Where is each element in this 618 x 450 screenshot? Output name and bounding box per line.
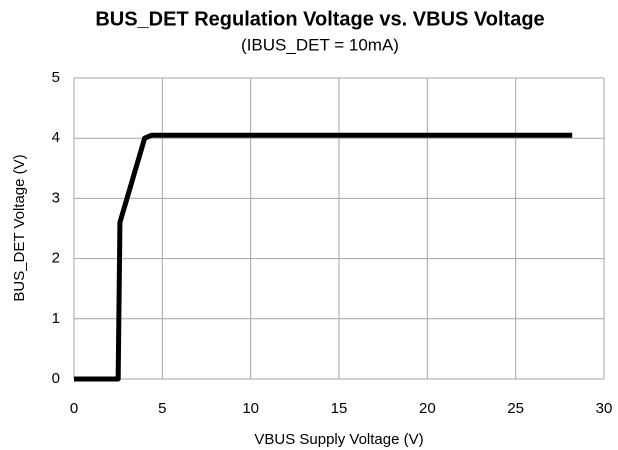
y-tick-label: 3: [52, 189, 60, 206]
x-tick-label: 25: [507, 400, 524, 417]
chart-title: BUS_DET Regulation Voltage vs. VBUS Volt…: [95, 8, 544, 30]
x-tick-label: 0: [70, 400, 78, 417]
x-tick-label: 5: [158, 400, 166, 417]
chart-subtitle: (IBUS_DET = 10mA): [241, 35, 399, 54]
y-tick-label: 2: [52, 250, 60, 267]
x-axis-label: VBUS Supply Voltage (V): [254, 431, 423, 448]
x-tick-label: 10: [242, 400, 259, 417]
y-tick-label: 1: [52, 310, 60, 327]
y-tick-label: 0: [52, 370, 60, 387]
y-axis-label: BUS_DET Voltage (V): [11, 154, 28, 301]
y-tick-label: 5: [52, 69, 60, 86]
y-tick-label: 4: [52, 129, 60, 146]
x-tick-label: 15: [331, 400, 348, 417]
x-tick-label: 30: [596, 400, 613, 417]
x-tick-label: 20: [419, 400, 436, 417]
line-series: [74, 132, 573, 382]
